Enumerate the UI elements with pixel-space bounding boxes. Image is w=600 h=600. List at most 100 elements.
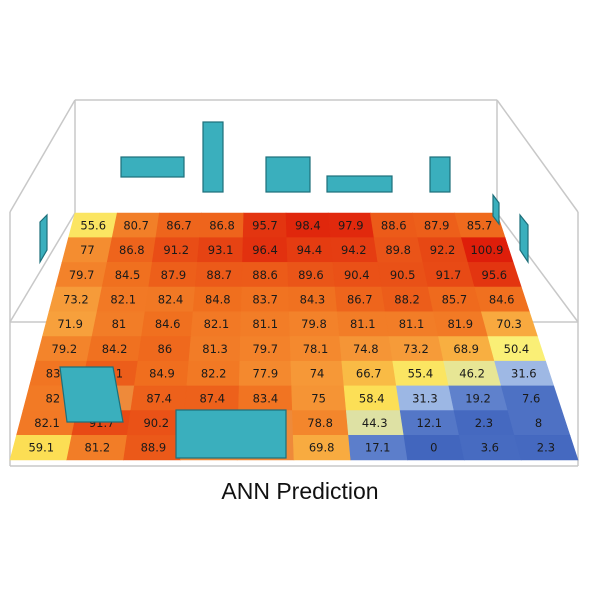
heatmap-cell-value: 81.1 — [399, 317, 425, 331]
heatmap-cell-value: 95.7 — [252, 218, 278, 232]
wall-windows — [39, 121, 529, 459]
heatmap-cell-value: 90.2 — [143, 416, 169, 430]
heatmap-cell-value: 88.7 — [206, 268, 232, 282]
heatmap-cell-value: 87.4 — [146, 391, 172, 405]
heatmap-cell-value: 84.8 — [205, 292, 231, 306]
heatmap-cell-value: 100.9 — [470, 243, 503, 257]
back-window-5 — [429, 156, 451, 193]
heatmap-cell-value: 96.4 — [252, 243, 278, 257]
heatmap-cell-value: 3.6 — [481, 441, 499, 455]
heatmap-cell-value: 81 — [112, 317, 127, 331]
left-wall-window — [39, 213, 48, 265]
heatmap-cell-value: 31.3 — [412, 391, 438, 405]
heatmap-cell-value: 73.2 — [63, 292, 89, 306]
heatmap-cell-value: 88.2 — [394, 292, 420, 306]
heatmap-cell-value: 66.7 — [356, 367, 382, 381]
back-window-3 — [265, 156, 311, 193]
heatmap-cell-value: 89.6 — [298, 268, 324, 282]
heatmap-cell-value: 44.3 — [362, 416, 388, 430]
heatmap-cell-value: 91.7 — [436, 268, 462, 282]
heatmap-cell-value: 88.6 — [252, 268, 278, 282]
heatmap-cell-value: 55.6 — [80, 218, 106, 232]
heatmap-cell-value: 50.4 — [504, 342, 530, 356]
heatmap-cell-value: 80.7 — [123, 218, 149, 232]
heatmap-cell-value: 84.3 — [300, 292, 326, 306]
heatmap-cell-value: 86.7 — [347, 292, 373, 306]
heatmap-cell-value: 83.4 — [253, 391, 279, 405]
heatmap-cell-value: 81.1 — [350, 317, 376, 331]
heatmap-cell-value: 93.1 — [208, 243, 234, 257]
heatmap-cell-value: 78.8 — [307, 416, 333, 430]
heatmap-cell-value: 92.2 — [430, 243, 456, 257]
figure-caption: ANN Prediction — [221, 478, 379, 504]
heatmap-cell-value: 82.1 — [110, 292, 136, 306]
heatmap-cell-value: 71.9 — [57, 317, 83, 331]
heatmap-cell-value: 81.3 — [202, 342, 228, 356]
heatmap-cell-value: 87.4 — [199, 391, 225, 405]
heatmap-cell-value: 94.2 — [341, 243, 367, 257]
heatmap-cell-value: 95.6 — [482, 268, 508, 282]
heatmap-cell-value: 82.1 — [204, 317, 230, 331]
heatmap-cell-value: 81.2 — [85, 441, 111, 455]
heatmap-cell-value: 19.2 — [465, 391, 491, 405]
heatmap-cell-value: 84.6 — [155, 317, 181, 331]
heatmap-cell-value: 77 — [80, 243, 95, 257]
heatmap-cell-value: 88.6 — [381, 218, 407, 232]
heatmap-cell-value: 12.1 — [417, 416, 443, 430]
heatmap-cell-value: 17.1 — [365, 441, 391, 455]
heatmap-cell-value: 81.1 — [252, 317, 278, 331]
heatmap-cell-value: 0 — [430, 441, 437, 455]
heatmap-cell-value: 84.5 — [115, 268, 141, 282]
heatmap-cell-value: 58.4 — [359, 391, 385, 405]
heatmap-cell-value: 82 — [46, 391, 61, 405]
heatmap-cell-value: 87.9 — [161, 268, 187, 282]
heatmap-cell-value: 77.9 — [253, 367, 279, 381]
heatmap-cell-value: 69.8 — [309, 441, 335, 455]
heatmap-cell-value: 55.4 — [408, 367, 434, 381]
heatmap-cell-value: 82.4 — [158, 292, 184, 306]
room-frame — [9, 99, 579, 467]
right-wall-window-1 — [492, 193, 500, 226]
heatmap-cell-value: 84.9 — [149, 367, 175, 381]
heatmap-cell-value: 74.8 — [353, 342, 379, 356]
heatmap-cell-value: 91.2 — [163, 243, 189, 257]
heatmap-cell-value: 75 — [311, 391, 326, 405]
heatmap-cell-value: 8 — [535, 416, 542, 430]
heatmap-cell-value: 90.5 — [390, 268, 416, 282]
heatmap-cell-value: 82.2 — [201, 367, 227, 381]
heatmap-cell-value: 90.4 — [344, 268, 370, 282]
heatmap-cell-value: 86.7 — [166, 218, 192, 232]
heatmap-cell-value: 68.9 — [453, 342, 479, 356]
heatmap-cell-value: 73.2 — [403, 342, 429, 356]
heatmap-cell-value: 86.8 — [209, 218, 235, 232]
heatmap-cell-value: 84.6 — [489, 292, 515, 306]
back-window-2 — [202, 121, 224, 193]
heatmap-cell-value: 84.2 — [102, 342, 128, 356]
heatmap-cell-value: 2.3 — [475, 416, 493, 430]
heatmap-cell-value: 97.9 — [338, 218, 364, 232]
heatmap-cell-value: 79.7 — [252, 342, 278, 356]
heatmap-cell-value: 7.6 — [522, 391, 540, 405]
heatmap-cell-value: 79.2 — [52, 342, 78, 356]
heatmap-cell-value: 85.7 — [442, 292, 468, 306]
heatmap-cell-value: 94.4 — [297, 243, 323, 257]
back-window-1 — [120, 156, 185, 178]
heatmap-cell-value: 88.9 — [141, 441, 167, 455]
heatmap-cell-value: 74 — [310, 367, 325, 381]
heatmap-cell-value: 87.9 — [424, 218, 450, 232]
heatmap-cell-value: 85.7 — [467, 218, 493, 232]
heatmap-cell-value: 79.8 — [301, 317, 327, 331]
heatmap-cell-value: 81.9 — [447, 317, 473, 331]
floor-window-left — [59, 366, 124, 423]
heatmap-cell-value: 46.2 — [459, 367, 485, 381]
floor-heatmap: 55.6 80.7 86.7 86.8 95.7 98.4 97.9 88.6 87.9 85.7… — [9, 212, 579, 461]
heatmap-cell-value: 59.1 — [28, 441, 54, 455]
heatmap-cell-value: 89.8 — [385, 243, 411, 257]
heatmap-cell-value: 2.3 — [537, 441, 555, 455]
heatmap-cell-value: 98.4 — [295, 218, 321, 232]
heatmap-cell-value: 78.1 — [303, 342, 329, 356]
heatmap-cell-value: 70.3 — [496, 317, 522, 331]
heatmap-cell — [514, 434, 579, 461]
heatmap-cell-value: 86 — [158, 342, 173, 356]
